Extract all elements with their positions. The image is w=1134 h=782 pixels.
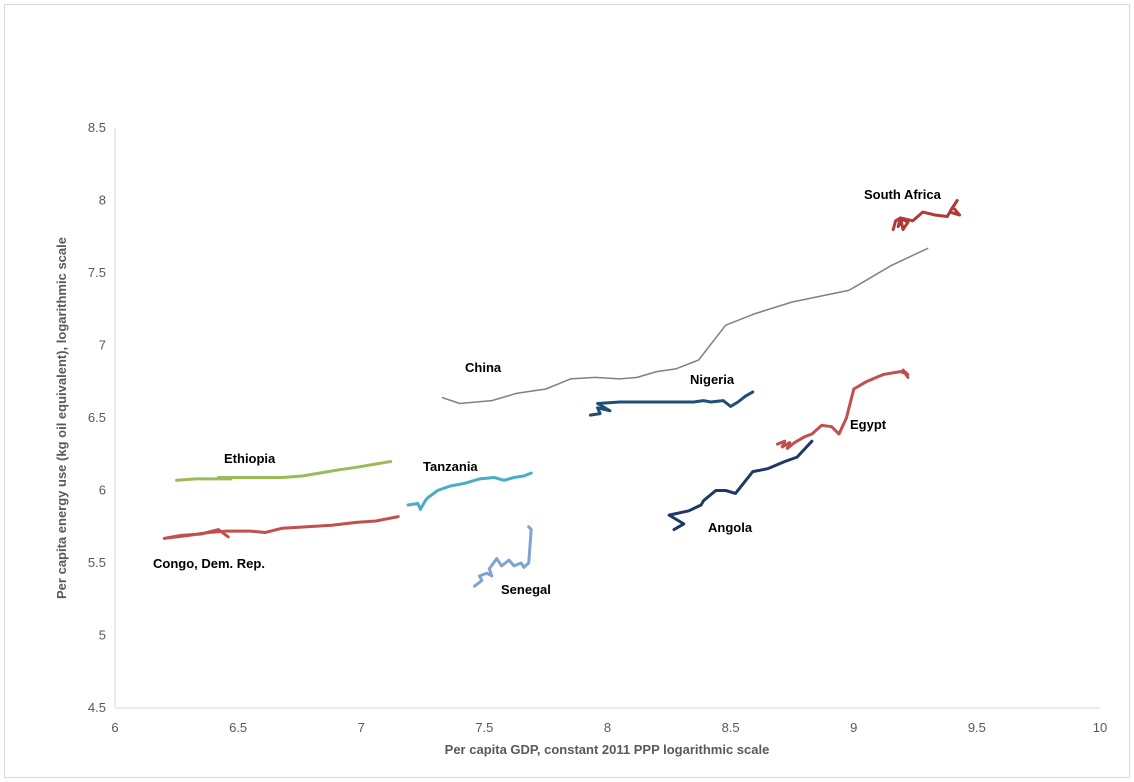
series-line-nigeria xyxy=(588,390,755,417)
x-tick-label: 8 xyxy=(604,720,611,735)
series-line-ethiopia xyxy=(175,460,393,482)
series-label-senegal: Senegal xyxy=(501,582,551,597)
series-label-china: China xyxy=(465,360,502,375)
series-line-senegal xyxy=(473,525,533,588)
series-line-angola xyxy=(667,439,814,532)
axes xyxy=(114,128,1100,709)
y-tick-label: 5 xyxy=(99,628,106,643)
series-label-angola: Angola xyxy=(708,520,753,535)
series-label-tanzania: Tanzania xyxy=(423,459,478,474)
x-tick-label: 7 xyxy=(358,720,365,735)
series-label-ethiopia: Ethiopia xyxy=(224,451,276,466)
y-tick-labels: 4.5 5 5.5 6 6.5 7 7.5 8 8.5 xyxy=(88,120,106,715)
series-lines xyxy=(162,199,962,588)
y-tick-label: 4.5 xyxy=(88,700,106,715)
x-tick-label: 10 xyxy=(1093,720,1107,735)
y-tick-label: 7.5 xyxy=(88,265,106,280)
y-tick-label: 8.5 xyxy=(88,120,106,135)
y-tick-label: 7 xyxy=(99,338,106,353)
series-label-nigeria: Nigeria xyxy=(690,372,735,387)
y-tick-label: 5.5 xyxy=(88,555,106,570)
x-tick-label: 6.5 xyxy=(229,720,247,735)
y-tick-label: 6 xyxy=(99,483,106,498)
y-axis-title: Per capita energy use (kg oil equivalent… xyxy=(54,237,69,599)
series-line-congo-dem-rep xyxy=(162,515,400,540)
series-line-china xyxy=(441,247,929,405)
x-axis-title: Per capita GDP, constant 2011 PPP logari… xyxy=(445,742,770,757)
x-tick-label: 6 xyxy=(111,720,118,735)
series-label-congo-dem-rep: Congo, Dem. Rep. xyxy=(153,556,265,571)
series-line-egypt xyxy=(775,368,910,450)
y-tick-label: 8 xyxy=(99,193,106,208)
series-label-south-africa: South Africa xyxy=(864,187,942,202)
x-tick-label: 7.5 xyxy=(475,720,493,735)
y-tick-label: 6.5 xyxy=(88,410,106,425)
series-line-south-africa xyxy=(891,199,962,231)
series-labels: South Africa China Nigeria Egypt Angola Ethio… xyxy=(153,187,942,597)
x-tick-label: 9 xyxy=(850,720,857,735)
x-tick-labels: 6 6.5 7 7.5 8 8.5 9 9.5 10 xyxy=(111,720,1107,735)
chart-frame xyxy=(4,4,1130,778)
series-label-egypt: Egypt xyxy=(850,417,887,432)
x-tick-label: 8.5 xyxy=(722,720,740,735)
x-tick-label: 9.5 xyxy=(968,720,986,735)
series-line-tanzania xyxy=(406,471,533,511)
